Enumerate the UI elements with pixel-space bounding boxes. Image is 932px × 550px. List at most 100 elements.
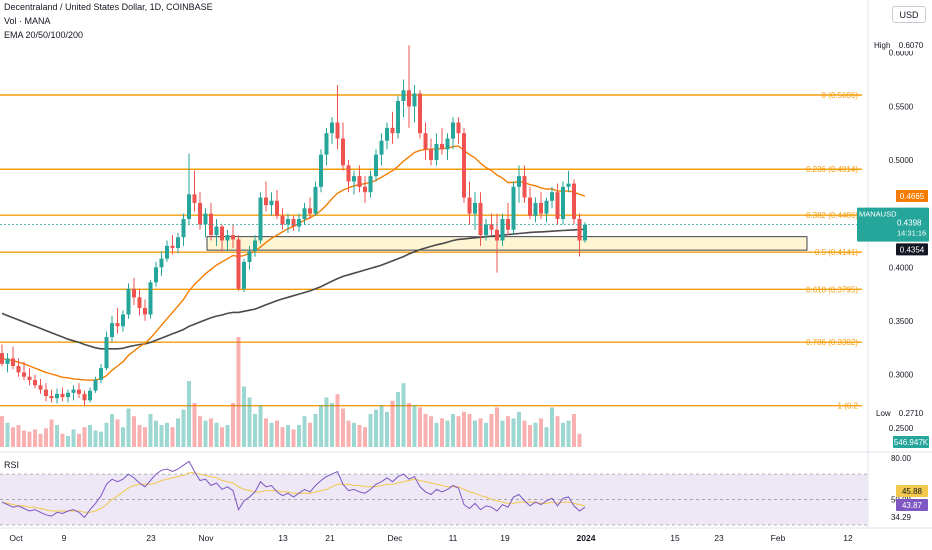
candle-body bbox=[33, 379, 37, 386]
candle-body bbox=[126, 288, 131, 315]
volume-bar bbox=[220, 427, 224, 447]
candle-body bbox=[236, 239, 241, 289]
volume-indicator-label: Vol · MANA bbox=[4, 16, 51, 26]
candle-body bbox=[335, 122, 340, 139]
volume-bar bbox=[104, 422, 109, 447]
volume-bar bbox=[506, 416, 510, 447]
volume-bar bbox=[93, 430, 98, 447]
candle-body bbox=[93, 379, 98, 391]
volume-bar bbox=[55, 425, 59, 447]
volume-bar bbox=[27, 431, 32, 447]
volume-bar bbox=[390, 400, 395, 447]
ema-long-price-badge: 0.4354 bbox=[900, 245, 925, 254]
candle-body bbox=[467, 197, 472, 214]
volume-bar bbox=[110, 414, 114, 447]
candle-body bbox=[176, 237, 180, 248]
candle-body bbox=[434, 143, 439, 161]
volume-bar bbox=[16, 425, 21, 447]
time-tick-label: Feb bbox=[771, 533, 786, 543]
fib-level-label: 1 (0.2 bbox=[838, 402, 859, 411]
symbol-badge: MANAUSD bbox=[859, 210, 897, 219]
candle-body bbox=[473, 202, 477, 214]
candle-body bbox=[396, 101, 400, 134]
candle-body bbox=[528, 197, 532, 216]
candle-body bbox=[242, 261, 246, 289]
volume-bar bbox=[434, 422, 439, 447]
volume-bar bbox=[440, 418, 444, 447]
candle-body bbox=[132, 288, 136, 298]
volume-bar bbox=[374, 409, 378, 447]
time-tick-label: 23 bbox=[714, 533, 724, 543]
candle-body bbox=[313, 186, 318, 214]
candle-body bbox=[478, 202, 483, 236]
rsi-tick-label: 34.29 bbox=[891, 513, 912, 522]
volume-bar bbox=[319, 405, 323, 447]
candle-body bbox=[0, 353, 4, 364]
candle-body bbox=[517, 176, 521, 187]
time-tick-label: 12 bbox=[843, 533, 853, 543]
volume-bar bbox=[462, 411, 466, 447]
candle-body bbox=[269, 200, 274, 206]
fib-level-label: 0.236 (0.4914) bbox=[806, 165, 858, 174]
rsi-signal-badge: 45.88 bbox=[902, 487, 923, 496]
candle-body bbox=[390, 127, 395, 134]
candle-body bbox=[572, 183, 576, 220]
volume-bar bbox=[258, 405, 263, 447]
volume-bar bbox=[330, 403, 334, 447]
price-tick-label: 0.2500 bbox=[889, 424, 914, 433]
volume-bar bbox=[225, 425, 230, 447]
candle-body bbox=[60, 393, 65, 398]
rsi-line bbox=[1, 460, 586, 519]
volume-bar bbox=[473, 420, 477, 447]
candle-body bbox=[66, 392, 70, 398]
main-pane-bg bbox=[0, 42, 868, 425]
volume-bar bbox=[253, 414, 257, 447]
volume-value-badge-bg bbox=[893, 436, 929, 448]
high-value-badge-bg bbox=[895, 39, 927, 51]
volume-bar bbox=[341, 408, 345, 447]
rsi-value-badge: 43.87 bbox=[902, 501, 923, 510]
candle-body bbox=[5, 358, 10, 364]
candle-body bbox=[319, 154, 323, 187]
candle-body bbox=[368, 176, 373, 193]
volume-bar bbox=[550, 407, 554, 447]
candle-body bbox=[16, 365, 21, 373]
volume-bar bbox=[566, 420, 571, 447]
ema-indicator-label: EMA 20/50/100/200 bbox=[4, 30, 84, 40]
volume-bar bbox=[286, 425, 290, 447]
time-tick-label: 21 bbox=[325, 533, 335, 543]
candle-body bbox=[137, 297, 142, 309]
volume-bar bbox=[401, 383, 406, 447]
volume-bar bbox=[236, 337, 241, 447]
volume-bar bbox=[308, 422, 312, 447]
candle-body bbox=[357, 176, 362, 187]
volume-bar bbox=[396, 392, 400, 447]
volume-bar bbox=[242, 386, 246, 447]
volume-bar bbox=[484, 422, 488, 447]
volume-bar bbox=[385, 411, 389, 447]
volume-bar bbox=[533, 422, 538, 447]
volume-bar bbox=[71, 429, 76, 447]
candle-body bbox=[148, 282, 153, 315]
candle-body bbox=[38, 385, 43, 390]
candle-body bbox=[209, 213, 213, 236]
volume-bar bbox=[280, 427, 285, 447]
high-value-badge: 0.6070 bbox=[899, 41, 924, 50]
candle-body bbox=[253, 240, 257, 252]
candle-body bbox=[258, 197, 263, 241]
currency-button[interactable]: USD bbox=[892, 6, 926, 23]
candle-body bbox=[99, 368, 103, 380]
volume-bar bbox=[159, 425, 164, 447]
ema-long-price-badge-bg bbox=[896, 243, 928, 256]
candle-body bbox=[544, 200, 549, 214]
volume-bar bbox=[528, 425, 532, 447]
candle-body bbox=[484, 224, 488, 236]
candle-body bbox=[49, 396, 54, 399]
volume-bar bbox=[313, 414, 318, 447]
rsi-indicator-label: RSI bbox=[4, 460, 20, 470]
candle-body bbox=[445, 138, 450, 150]
volume-bar bbox=[500, 420, 505, 447]
volume-bar bbox=[77, 433, 81, 447]
fib-level-label: 0 (0.5606) bbox=[822, 91, 859, 100]
